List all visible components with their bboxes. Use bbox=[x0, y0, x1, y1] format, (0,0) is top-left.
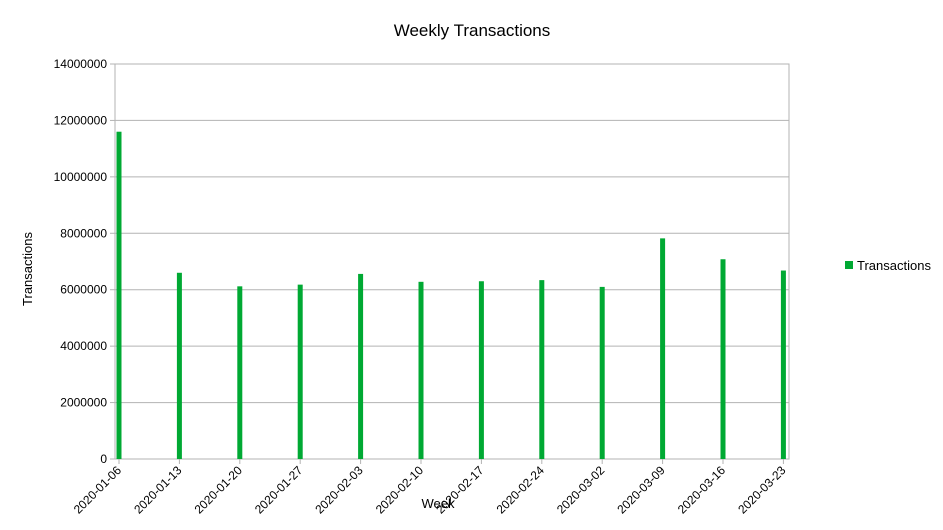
bar bbox=[237, 286, 243, 459]
x-axis-label: Week bbox=[422, 496, 455, 511]
y-tick-label: 14000000 bbox=[54, 57, 108, 71]
bar bbox=[297, 284, 303, 459]
bar bbox=[358, 273, 364, 459]
y-tick-label: 8000000 bbox=[60, 226, 107, 240]
bars bbox=[116, 131, 786, 459]
y-tick-label: 6000000 bbox=[60, 283, 107, 297]
x-tick-label: 2020-01-27 bbox=[252, 463, 306, 517]
bar bbox=[418, 281, 424, 459]
y-tick-label: 12000000 bbox=[54, 113, 108, 127]
x-tick-label: 2020-03-09 bbox=[614, 463, 668, 517]
bar bbox=[660, 238, 666, 459]
y-axis-label: Transactions bbox=[20, 232, 35, 306]
x-tick-label: 2020-03-02 bbox=[554, 463, 608, 517]
x-tick-label: 2020-03-16 bbox=[675, 463, 729, 517]
y-axis-ticks: 0 2000000 4000000 6000000 8000000 10000000 120… bbox=[54, 57, 115, 466]
chart-title: Weekly Transactions bbox=[394, 21, 551, 40]
legend-swatch bbox=[845, 261, 853, 269]
bar bbox=[720, 259, 726, 459]
x-tick-label: 2020-03-23 bbox=[735, 463, 789, 517]
bar bbox=[116, 131, 122, 459]
x-tick-label: 2020-01-13 bbox=[131, 463, 185, 517]
bar bbox=[599, 286, 605, 459]
x-tick-label: 2020-02-03 bbox=[312, 463, 366, 517]
x-tick-label: 2020-01-06 bbox=[71, 463, 125, 517]
bar bbox=[539, 280, 545, 459]
y-tick-label: 4000000 bbox=[60, 339, 107, 353]
legend: Transactions bbox=[845, 258, 931, 273]
bar bbox=[478, 281, 484, 459]
x-tick-label: 2020-02-24 bbox=[494, 463, 548, 517]
y-tick-label: 0 bbox=[100, 452, 107, 466]
y-tick-label: 2000000 bbox=[60, 396, 107, 410]
plot-area-border bbox=[114, 63, 790, 460]
bar bbox=[780, 270, 786, 459]
y-tick-label: 10000000 bbox=[54, 170, 108, 184]
bar bbox=[176, 272, 182, 459]
x-tick-label: 2020-02-10 bbox=[373, 463, 427, 517]
x-tick-label: 2020-01-20 bbox=[192, 463, 246, 517]
gridlines bbox=[115, 119, 789, 404]
legend-label: Transactions bbox=[857, 258, 931, 273]
